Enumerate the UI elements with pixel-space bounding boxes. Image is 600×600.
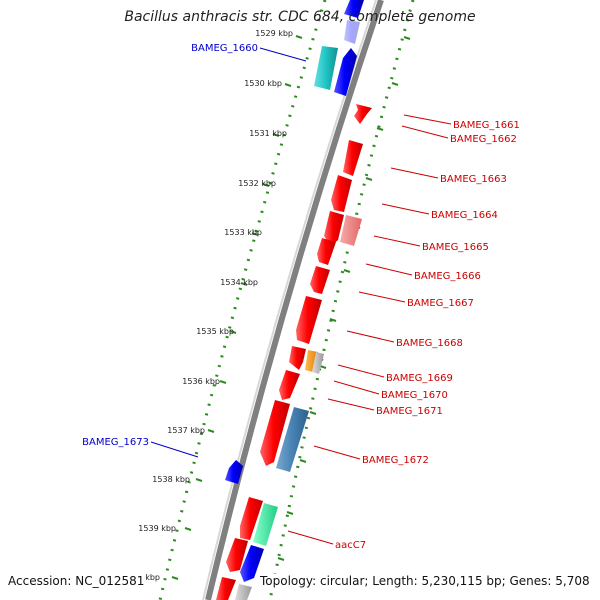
scale-labels: 1529 kbp 1530 kbp 1531 kbp 1532 kbp 1533… bbox=[122, 29, 293, 582]
accession-text: Accession: NC_012581 bbox=[8, 574, 145, 588]
gene-arrow-reverse[interactable] bbox=[331, 175, 352, 212]
gene-arrow-forward[interactable] bbox=[344, 20, 360, 44]
gene-label-right[interactable]: BAMEG_1662 bbox=[450, 134, 517, 145]
gene-arrow-reverse[interactable] bbox=[240, 497, 263, 540]
gene-arrow-reverse[interactable] bbox=[310, 266, 330, 294]
gene-label-right[interactable]: BAMEG_1666 bbox=[414, 271, 481, 282]
gene-label-right[interactable]: aacC7 bbox=[335, 540, 366, 551]
label-leader bbox=[327, 398, 375, 411]
gene-label-right[interactable]: BAMEG_1661 bbox=[453, 120, 520, 131]
tick-track-right bbox=[268, 0, 415, 600]
scale-label: 1532 kbp bbox=[238, 179, 276, 188]
gene-arrow-reverse[interactable] bbox=[216, 577, 236, 600]
gene-arrow-steelblue[interactable] bbox=[276, 407, 309, 472]
gene-arrow-forward[interactable] bbox=[334, 48, 357, 96]
gene-arrow-reverse[interactable] bbox=[279, 370, 300, 400]
gene-label-right[interactable]: BAMEG_1668 bbox=[396, 338, 463, 349]
left-labels: BAMEG_1660 BAMEG_1673 bbox=[82, 43, 307, 458]
label-leader bbox=[365, 263, 413, 276]
tick-track-left bbox=[158, 0, 327, 600]
gene-label-right[interactable]: BAMEG_1672 bbox=[362, 455, 429, 466]
gene-arrow-reverse[interactable] bbox=[289, 346, 306, 370]
gene-label-right[interactable]: BAMEG_1667 bbox=[407, 298, 474, 309]
scale-ticks bbox=[171, 35, 303, 580]
label-leader bbox=[381, 203, 430, 215]
gene-arrow-pseudo[interactable] bbox=[340, 215, 362, 246]
label-leader bbox=[333, 380, 380, 395]
gene-label-right[interactable]: BAMEG_1664 bbox=[431, 210, 498, 221]
gene-arrow-reverse[interactable] bbox=[324, 211, 344, 246]
gene-arrow-reverse[interactable] bbox=[343, 140, 363, 176]
topology-text: Topology: circular; Length: 5,230,115 bp… bbox=[260, 574, 590, 588]
gene-arrow-reverse[interactable] bbox=[260, 400, 290, 466]
gene-arrow-cyan[interactable] bbox=[314, 46, 338, 90]
label-leader bbox=[373, 235, 421, 247]
gene-arrow-reverse[interactable] bbox=[296, 296, 322, 344]
backbone bbox=[205, 0, 384, 600]
scale-label: 1539 kbp bbox=[138, 524, 176, 533]
gene-arrow-reverse[interactable] bbox=[226, 538, 248, 572]
scale-label: 1538 kbp bbox=[152, 475, 190, 484]
label-leader bbox=[390, 167, 439, 179]
feature-arrows bbox=[216, 0, 372, 600]
label-leader bbox=[313, 445, 361, 460]
scale-label: 1531 kbp bbox=[249, 129, 287, 138]
gene-arrow-forward[interactable] bbox=[240, 545, 264, 582]
gene-arrow-reverse[interactable] bbox=[354, 104, 372, 124]
gene-label-left[interactable]: BAMEG_1660 bbox=[191, 43, 258, 54]
right-labels: BAMEG_1661 BAMEG_1662 BAMEG_1663 BAMEG_1… bbox=[287, 114, 520, 551]
gene-label-right[interactable]: BAMEG_1671 bbox=[376, 406, 443, 417]
map-title: Bacillus anthracis str. CDC 684, complet… bbox=[124, 9, 476, 25]
scale-label: 1535 kbp bbox=[196, 327, 234, 336]
gene-label-left[interactable]: BAMEG_1673 bbox=[82, 437, 149, 448]
label-leader bbox=[150, 441, 199, 458]
gene-arrow-green[interactable] bbox=[253, 503, 278, 546]
scale-label: 1530 kbp bbox=[244, 79, 282, 88]
label-leader bbox=[401, 125, 449, 139]
scale-label: 1529 kbp bbox=[255, 29, 293, 38]
label-leader bbox=[403, 114, 452, 125]
label-leader bbox=[287, 530, 334, 545]
scale-label: 1537 kbp bbox=[167, 426, 205, 435]
label-leader bbox=[337, 364, 385, 378]
gene-label-right[interactable]: BAMEG_1665 bbox=[422, 242, 489, 253]
label-leader bbox=[259, 47, 307, 62]
gene-arrow-orange[interactable] bbox=[305, 350, 318, 372]
gene-label-right[interactable]: BAMEG_1663 bbox=[440, 174, 507, 185]
scale-label: 1533 kbp bbox=[224, 228, 262, 237]
gene-arrow-grey[interactable] bbox=[312, 352, 324, 374]
gene-arrow-forward[interactable] bbox=[225, 460, 243, 484]
gene-label-right[interactable]: BAMEG_1670 bbox=[381, 390, 448, 401]
scale-label: 1534 kbp bbox=[220, 278, 258, 287]
scale-label: 1536 kbp bbox=[182, 377, 220, 386]
gene-arrow-forward[interactable] bbox=[344, 0, 364, 18]
gene-label-right[interactable]: BAMEG_1669 bbox=[386, 373, 453, 384]
gene-arrow-grey[interactable] bbox=[235, 584, 252, 600]
label-leader bbox=[346, 330, 395, 343]
label-leader bbox=[358, 291, 406, 303]
gene-arrow-reverse[interactable] bbox=[317, 238, 336, 265]
